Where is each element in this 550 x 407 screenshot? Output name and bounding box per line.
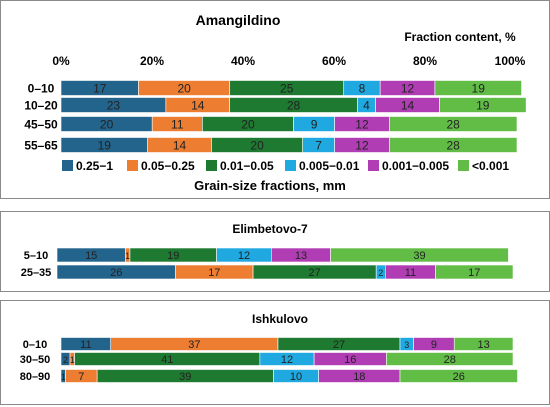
legend-swatch-0.01-0.05 <box>206 160 217 171</box>
data-label: 13 <box>295 250 307 262</box>
category-label: 30–50 <box>20 354 51 366</box>
category-label: 45–50 <box>24 117 58 131</box>
data-label: 25 <box>280 81 294 95</box>
data-label: 41 <box>161 354 173 366</box>
x-axis-title: Fraction content, % <box>404 30 516 44</box>
data-label: 12 <box>281 354 293 366</box>
data-label: 13 <box>477 339 489 351</box>
data-label: 1 <box>125 251 130 261</box>
x-tick-label: 80% <box>413 54 437 68</box>
category-label: 0–10 <box>28 81 55 95</box>
data-label: 20 <box>250 138 264 152</box>
legend-swatch-0.001-0.005 <box>368 160 379 171</box>
category-label: 5–10 <box>24 250 48 262</box>
legend-swatch-0.05-0.25 <box>127 160 138 171</box>
data-label: 9 <box>431 339 437 351</box>
data-label: 39 <box>179 371 191 383</box>
bar-segment <box>399 369 518 383</box>
legend-label: 0.25−1 <box>76 159 113 173</box>
bar-segment <box>434 80 522 96</box>
legend: 0.25−1 0.05−0.25 0.01−0.05 0.005−0.01 0.… <box>62 159 509 173</box>
data-label: 16 <box>344 354 356 366</box>
legend-label: 0.005−0.01 <box>299 159 360 173</box>
data-label: 26 <box>110 267 122 279</box>
ishkulovo-title: Ishkulovo <box>252 312 308 326</box>
data-label: 2 <box>63 355 68 365</box>
bar-segment <box>389 116 518 132</box>
data-label: 37 <box>188 339 200 351</box>
legend-label: 0.05−0.25 <box>141 159 195 173</box>
data-label: 12 <box>401 81 415 95</box>
data-label: 20 <box>177 81 191 95</box>
data-label: 28 <box>446 138 460 152</box>
data-label: 28 <box>444 354 456 366</box>
legend-swatch-0.005-0.01 <box>285 160 296 171</box>
category-label: 10–20 <box>24 98 58 112</box>
category-label: 80–90 <box>20 371 51 383</box>
data-label: 7 <box>78 371 84 383</box>
data-label: 15 <box>85 250 97 262</box>
data-label: 14 <box>191 98 205 112</box>
data-label: 26 <box>453 371 465 383</box>
bar-segment <box>439 97 527 113</box>
bar-segment <box>453 337 514 351</box>
data-label: 12 <box>355 138 369 152</box>
data-label: 12 <box>355 117 369 131</box>
data-label: 17 <box>93 81 107 95</box>
data-label: 28 <box>446 117 460 131</box>
category-label: 25–35 <box>21 267 52 279</box>
data-label: 19 <box>472 81 486 95</box>
data-label: 7 <box>315 138 322 152</box>
legend-label: 0.01−0.05 <box>220 159 274 173</box>
data-label: 8 <box>359 81 366 95</box>
data-label: 10 <box>290 371 302 383</box>
data-label: 17 <box>468 267 480 279</box>
data-label: 39 <box>413 250 425 262</box>
data-label: 23 <box>107 98 121 112</box>
x-tick-label: 100% <box>495 54 526 68</box>
data-label: 2 <box>378 268 383 278</box>
category-label: 0–10 <box>23 339 47 351</box>
data-label: 11 <box>80 339 91 351</box>
data-label: 14 <box>173 138 187 152</box>
legend-title: Grain-size fractions, mm <box>194 178 346 193</box>
data-label: 17 <box>208 267 220 279</box>
category-label: 55–65 <box>24 138 58 152</box>
x-tick-label: 20% <box>140 54 164 68</box>
amangildino-title: Amangildino <box>196 12 281 28</box>
data-label: 19 <box>98 138 112 152</box>
data-label: 12 <box>238 250 250 262</box>
data-label: 27 <box>309 267 321 279</box>
x-tick-label: 40% <box>231 54 255 68</box>
data-label: 28 <box>287 98 301 112</box>
bar-segment <box>386 352 514 366</box>
data-label: 11 <box>405 267 416 279</box>
data-label: 19 <box>476 98 490 112</box>
x-tick-label: 0% <box>52 54 70 68</box>
data-label: 1 <box>61 372 66 382</box>
data-label: 11 <box>171 117 184 131</box>
data-label: 4 <box>363 98 370 112</box>
data-label: 27 <box>333 339 345 351</box>
elimbetovo-title: Elimbetovo-7 <box>232 222 308 236</box>
data-label: 18 <box>353 371 365 383</box>
data-label: 20 <box>100 117 114 131</box>
legend-label: <0.001 <box>472 159 509 173</box>
legend-swatch-lt-0.001 <box>458 160 469 171</box>
data-label: 19 <box>167 250 179 262</box>
data-label: 14 <box>401 98 415 112</box>
bar-segment <box>389 137 518 153</box>
data-label: 9 <box>311 117 318 131</box>
bar-segment <box>330 247 509 263</box>
legend-swatch-0.25-1 <box>62 160 73 171</box>
legend-label: 0.001−0.005 <box>382 159 449 173</box>
data-label: 20 <box>241 117 255 131</box>
data-label: 3 <box>404 340 409 350</box>
x-tick-label: 60% <box>322 54 346 68</box>
bar-segment <box>435 264 514 280</box>
data-label: 1 <box>70 355 75 365</box>
